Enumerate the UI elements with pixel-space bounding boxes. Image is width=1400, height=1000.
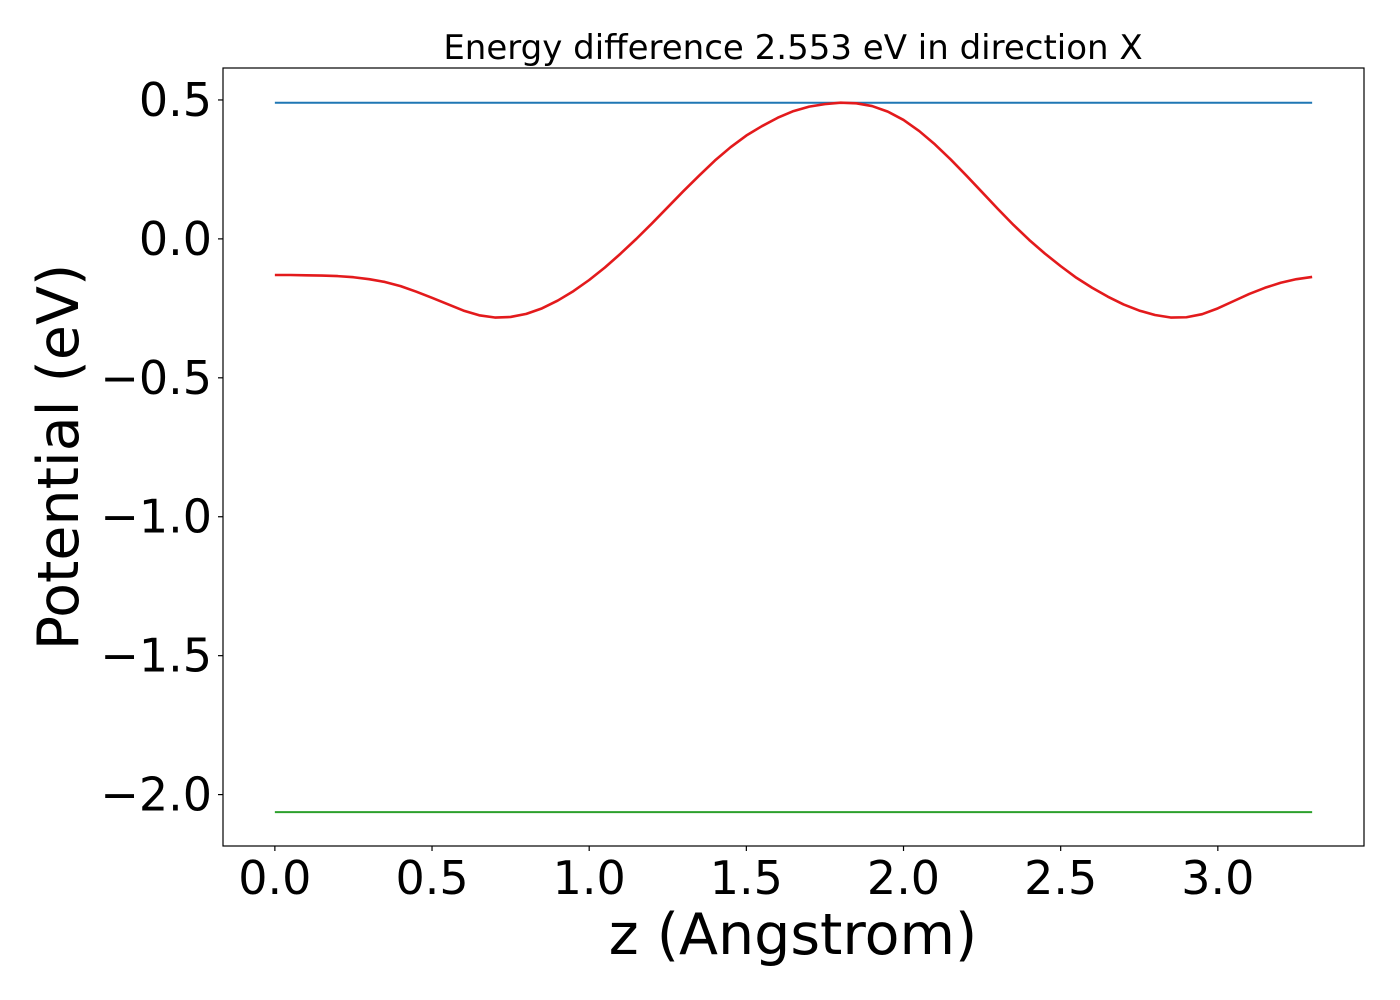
y-axis: 0.5 0.0 −0.5 −1.0 −1.5 −2.0 — [100, 73, 223, 822]
plot-frame — [222, 67, 1365, 847]
x-tick-label: 1.5 — [710, 851, 783, 905]
x-tick-label: 3.0 — [1181, 851, 1254, 905]
y-tick-label: −1.5 — [100, 629, 212, 683]
y-tick-label: 0.0 — [139, 212, 212, 266]
y-tick-label: −2.0 — [100, 768, 212, 822]
y-tick-label: 0.5 — [139, 73, 212, 127]
x-axis: 0.0 0.5 1.0 1.5 2.0 2.5 3.0 — [238, 846, 1254, 905]
x-tick-label: 1.0 — [553, 851, 626, 905]
series-line-2 — [274, 101, 1313, 319]
series-layer — [274, 101, 1313, 814]
x-tick-label: 0.0 — [238, 851, 311, 905]
y-tick-label: −0.5 — [100, 351, 212, 405]
x-tick-label: 2.5 — [1024, 851, 1097, 905]
y-axis-label: Potential (eV) — [26, 264, 92, 650]
x-tick-label: 2.0 — [867, 851, 940, 905]
x-tick-label: 0.5 — [395, 851, 468, 905]
y-tick-label: −1.0 — [100, 490, 212, 544]
chart-title: Energy difference 2.553 eV in direction … — [443, 28, 1142, 68]
x-axis-label: z (Angstrom) — [609, 902, 977, 968]
